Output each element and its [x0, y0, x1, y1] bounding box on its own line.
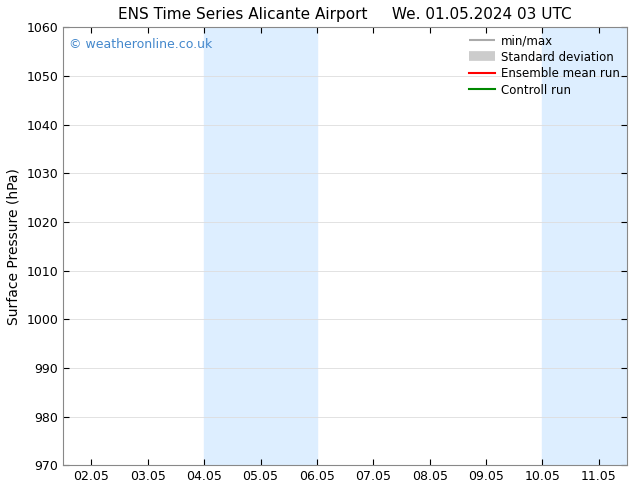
Text: © weatheronline.co.uk: © weatheronline.co.uk	[69, 38, 212, 51]
Y-axis label: Surface Pressure (hPa): Surface Pressure (hPa)	[7, 168, 21, 325]
Legend: min/max, Standard deviation, Ensemble mean run, Controll run: min/max, Standard deviation, Ensemble me…	[465, 29, 624, 102]
Title: ENS Time Series Alicante Airport     We. 01.05.2024 03 UTC: ENS Time Series Alicante Airport We. 01.…	[119, 7, 572, 22]
Bar	[204, 27, 317, 465]
Bar	[543, 27, 634, 465]
